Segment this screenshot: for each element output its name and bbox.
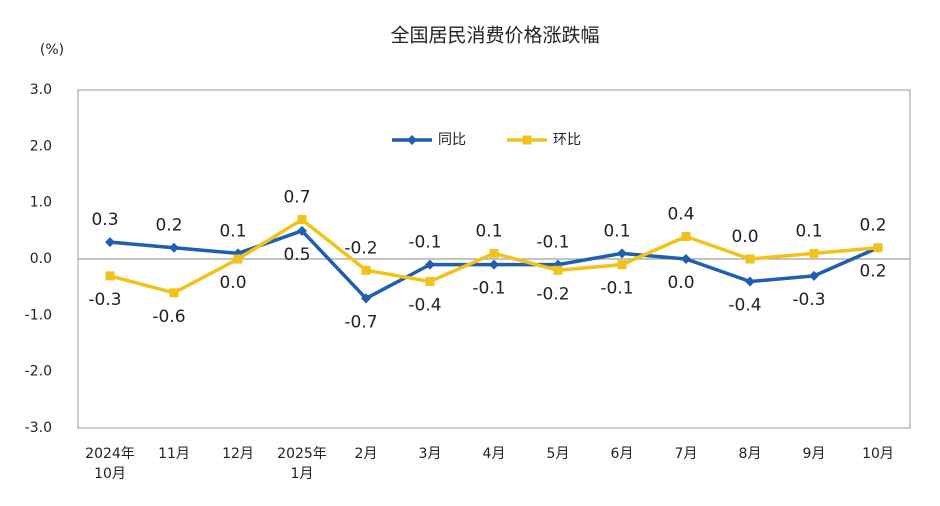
value-label: -0.6: [152, 307, 185, 327]
value-label: -0.1: [600, 279, 633, 299]
x-tick-label: 6月: [611, 446, 634, 462]
point: [105, 271, 115, 281]
value-label: 0.1: [603, 221, 630, 241]
value-label: 0.1: [219, 221, 246, 241]
x-tick-label: 9月: [803, 446, 826, 462]
value-label: 0.0: [667, 273, 694, 293]
x-tick-label: 2024年 10月: [85, 446, 135, 482]
point: [297, 225, 307, 236]
x-tick-label: 5月: [547, 446, 570, 462]
y-tick-label: 2.0: [30, 138, 52, 154]
x-tick-label: 8月: [739, 446, 762, 462]
x-tick-label: 7月: [675, 446, 698, 462]
point: [745, 254, 755, 264]
x-tick-label: 10月: [862, 446, 894, 462]
point: [425, 277, 435, 287]
value-label: 0.4: [667, 204, 694, 224]
value-label: -0.4: [728, 296, 761, 316]
point: [233, 254, 243, 264]
value-label: -0.2: [344, 238, 377, 258]
x-tick-label: 12月: [222, 446, 254, 462]
value-label: -0.1: [536, 233, 569, 253]
y-tick-label: 1.0: [30, 195, 52, 211]
value-label: 0.7: [283, 188, 310, 208]
y-tick-label: 0.0: [30, 251, 52, 267]
value-label: 0.1: [795, 221, 822, 241]
point: [873, 243, 883, 253]
value-label: -0.1: [472, 279, 505, 299]
x-tick-label: 2025年 1月: [277, 446, 327, 482]
point: [745, 276, 755, 287]
y-tick-label: -3.0: [25, 420, 52, 436]
point: [361, 293, 371, 304]
point: [681, 231, 691, 241]
value-label: -0.4: [408, 296, 441, 316]
value-label: 0.2: [859, 262, 886, 282]
point: [809, 270, 819, 281]
legend-label: 环比: [553, 132, 581, 148]
value-label: 0.3: [91, 210, 118, 230]
value-label: -0.3: [88, 290, 121, 310]
point: [522, 135, 532, 145]
value-label: 0.0: [219, 273, 246, 293]
point: [425, 259, 435, 270]
value-label: -0.7: [344, 312, 377, 332]
value-label: 0.2: [155, 216, 182, 236]
value-label: 0.2: [859, 216, 886, 236]
value-label: -0.1: [408, 233, 441, 253]
point: [105, 237, 115, 248]
point: [809, 248, 819, 258]
value-label: -0.3: [792, 290, 825, 310]
point: [361, 265, 371, 275]
legend-label: 同比: [438, 132, 466, 148]
y-tick-label: -2.0: [25, 364, 52, 380]
point: [169, 242, 179, 253]
point: [489, 248, 499, 258]
value-label: 0.0: [731, 227, 758, 247]
value-label: -0.2: [536, 284, 569, 304]
chart-title: 全国居民消费价格涨跌幅: [390, 25, 599, 47]
point: [681, 254, 691, 264]
point: [169, 288, 179, 298]
value-label: 0.5: [283, 245, 310, 265]
x-tick-label: 3月: [419, 446, 442, 462]
value-label: 0.1: [475, 221, 502, 241]
x-tick-label: 4月: [483, 446, 506, 462]
y-tick-label: 3.0: [30, 82, 52, 98]
point: [407, 135, 417, 145]
x-tick-label: 2月: [355, 446, 378, 462]
y-unit: (%): [40, 42, 64, 58]
x-tick-label: 11月: [158, 446, 190, 462]
point: [617, 248, 627, 259]
point: [297, 215, 307, 225]
point: [617, 260, 627, 270]
point: [489, 259, 499, 270]
y-tick-label: -1.0: [25, 307, 52, 323]
point: [553, 265, 563, 275]
